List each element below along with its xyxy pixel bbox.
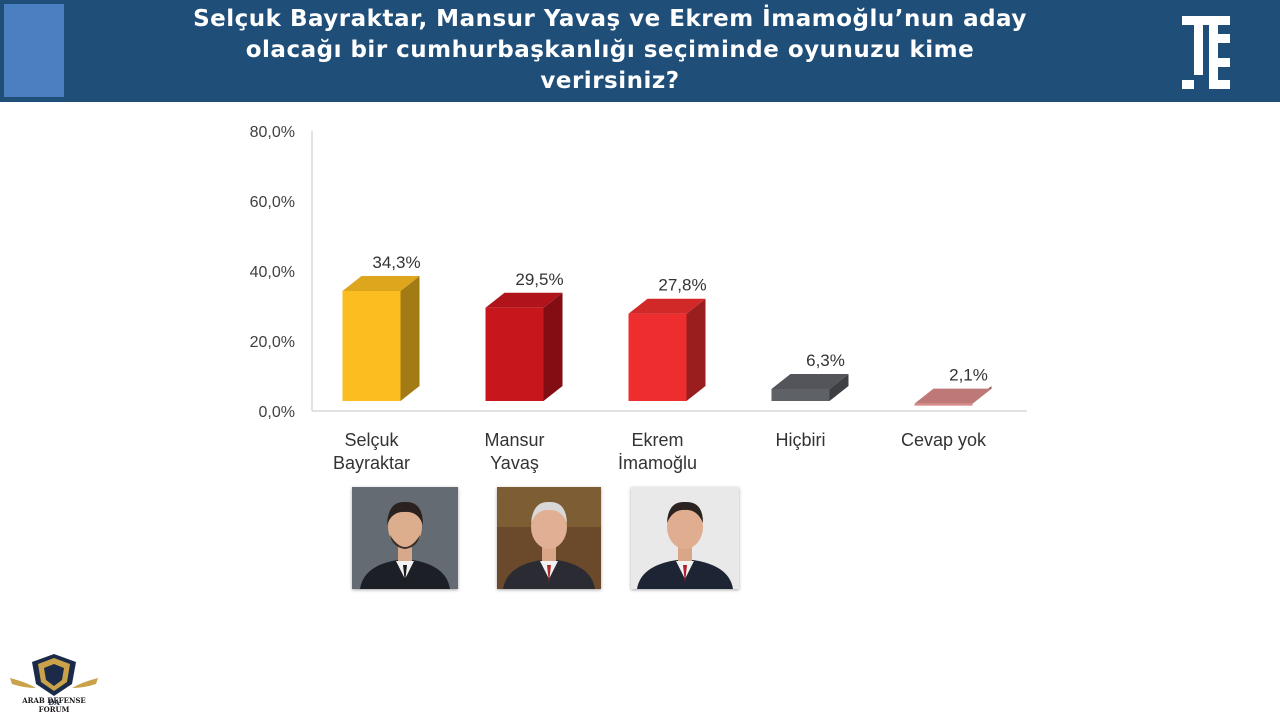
bars: 34,3% 29,5% 27,8% 6,3% 2,1% bbox=[342, 253, 992, 406]
bar-value-label: 29,5% bbox=[515, 270, 563, 289]
bar-side bbox=[686, 298, 706, 401]
bar-value-label: 34,3% bbox=[372, 253, 420, 272]
svg-text:DA: DA bbox=[48, 698, 60, 707]
y-tick-label: 0,0% bbox=[259, 404, 295, 421]
x-category-label: Hiçbiri bbox=[775, 430, 825, 450]
bar-side bbox=[400, 275, 420, 401]
bar-side bbox=[543, 292, 563, 401]
x-category-label: Yavaş bbox=[490, 453, 539, 473]
bar bbox=[914, 403, 973, 406]
x-category-label: Selçuk bbox=[344, 430, 399, 450]
bar-top bbox=[628, 298, 706, 314]
bar-chart: 0,0% 20,0% 40,0% 60,0% 80,0% 34,3% 29,5% 27,8%… bbox=[250, 124, 1027, 473]
x-category-label: İmamoğlu bbox=[618, 453, 697, 473]
banner-accent bbox=[4, 4, 64, 97]
y-tick-label: 60,0% bbox=[250, 194, 295, 211]
bar-top bbox=[342, 275, 420, 291]
bar-top bbox=[771, 373, 849, 389]
bar-side bbox=[829, 373, 849, 401]
te-logo-icon bbox=[1182, 16, 1230, 89]
bar-group: 29,5% bbox=[485, 270, 564, 401]
bar bbox=[628, 313, 687, 401]
chart-title: Selçuk Bayraktar, Mansur Yavaş ve Ekrem … bbox=[90, 4, 1130, 97]
bar-value-label: 2,1% bbox=[949, 366, 988, 385]
x-category-label: Bayraktar bbox=[333, 453, 410, 473]
selcuk-bayraktar-photo bbox=[352, 487, 458, 589]
title-line-3: verirsiniz? bbox=[540, 68, 680, 94]
x-category-label: Ekrem bbox=[631, 430, 683, 450]
title-line-2: olacağı bir cumhurbaşkanlığı seçiminde o… bbox=[245, 37, 975, 63]
bar bbox=[342, 290, 401, 401]
title-banner: Selçuk Bayraktar, Mansur Yavaş ve Ekrem … bbox=[0, 0, 1280, 102]
bar bbox=[485, 307, 544, 401]
mansur-yavas-photo bbox=[497, 487, 601, 589]
bar-value-label: 6,3% bbox=[806, 351, 845, 370]
bar bbox=[771, 388, 830, 401]
bar-top bbox=[914, 388, 992, 404]
x-category-label: Cevap yok bbox=[901, 430, 987, 450]
bar-group: 6,3% bbox=[771, 351, 849, 401]
y-axis: 0,0% 20,0% 40,0% 60,0% 80,0% bbox=[250, 124, 1027, 421]
arab-defense-forum-logo-icon: DA bbox=[10, 654, 98, 707]
watermark-text: ARAB DEFENSE FORUM bbox=[22, 696, 86, 714]
bar-top bbox=[485, 292, 563, 308]
y-tick-label: 20,0% bbox=[250, 334, 295, 351]
bar-group: 34,3% bbox=[342, 253, 421, 401]
x-axis-labels: Selçuk Bayraktar Mansur Yavaş Ekrem İmamoğlu H… bbox=[333, 430, 987, 473]
y-tick-label: 40,0% bbox=[250, 264, 295, 281]
title-line-1: Selçuk Bayraktar, Mansur Yavaş ve Ekrem … bbox=[193, 6, 1027, 32]
x-category-label: Mansur bbox=[484, 430, 544, 450]
ekrem-imamoglu-photo bbox=[631, 487, 739, 589]
bar-group: 27,8% bbox=[628, 276, 707, 401]
bar-value-label: 27,8% bbox=[658, 276, 706, 295]
bar-group: 2,1% bbox=[914, 366, 992, 406]
y-tick-label: 80,0% bbox=[250, 124, 295, 141]
